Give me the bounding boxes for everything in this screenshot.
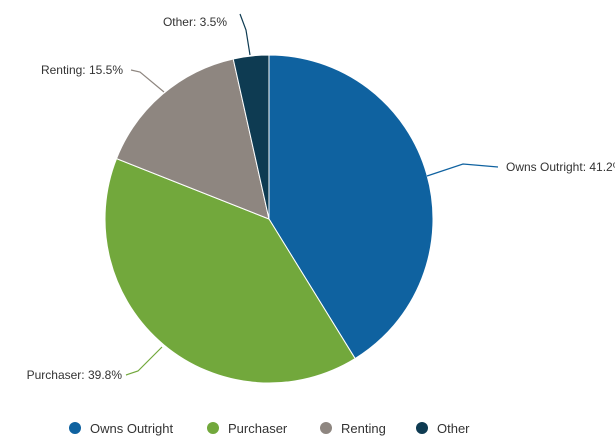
pie-slices bbox=[104, 54, 434, 384]
leader-line-purchaser bbox=[125, 346, 163, 376]
legend-marker-other[interactable] bbox=[416, 422, 428, 434]
legend-label-purchaser[interactable]: Purchaser bbox=[228, 421, 288, 436]
pie-slice-other bbox=[232, 54, 270, 220]
leader-line-other bbox=[239, 13, 251, 56]
slice-labels: Owns Outright: 41.2% Purchaser: 39.8% Rent… bbox=[27, 15, 615, 382]
legend-label-renting[interactable]: Renting bbox=[341, 421, 386, 436]
legend-label-owns-outright[interactable]: Owns Outright bbox=[90, 421, 173, 436]
leader-line-owns-outright bbox=[426, 163, 499, 177]
slice-label-renting: Renting: 15.5% bbox=[41, 63, 123, 77]
pie-slice-purchaser bbox=[104, 157, 356, 384]
legend-marker-renting[interactable] bbox=[320, 422, 332, 434]
slice-label-owns-outright: Owns Outright: 41.2% bbox=[506, 160, 615, 174]
slice-label-purchaser: Purchaser: 39.8% bbox=[27, 368, 123, 382]
legend: Owns Outright Purchaser Renting Other bbox=[69, 421, 470, 436]
leader-line-renting bbox=[130, 69, 165, 93]
leader-lines bbox=[125, 13, 499, 376]
slice-label-other: Other: 3.5% bbox=[163, 15, 227, 29]
pie-slice-renting bbox=[115, 58, 270, 220]
legend-marker-owns-outright[interactable] bbox=[69, 422, 81, 434]
pie-slice-owns-outright bbox=[268, 54, 434, 360]
legend-marker-purchaser[interactable] bbox=[207, 422, 219, 434]
legend-label-other[interactable]: Other bbox=[437, 421, 470, 436]
